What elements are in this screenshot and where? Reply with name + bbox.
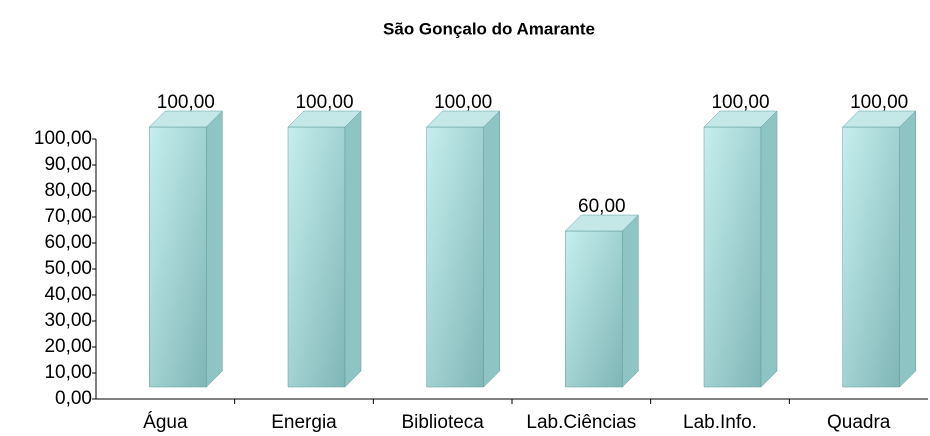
x-tick-label: Água	[143, 412, 188, 433]
data-label: 100,00	[157, 92, 215, 113]
data-label: 60,00	[578, 196, 626, 217]
bar-side	[483, 110, 500, 388]
y-tick-label: 10,00	[44, 362, 92, 383]
data-label: 100,00	[711, 92, 769, 113]
bar-front	[149, 126, 207, 388]
bar-side	[622, 214, 639, 388]
y-tick-label: 0,00	[55, 388, 92, 409]
y-tick-label: 60,00	[44, 232, 92, 253]
bar	[287, 110, 362, 388]
data-label: 100,00	[850, 92, 908, 113]
bar	[842, 110, 917, 388]
bar-top	[564, 214, 639, 232]
bar-top	[842, 110, 917, 128]
x-tick-label: Biblioteca	[401, 412, 484, 433]
bar-top	[287, 110, 362, 128]
y-tick-label: 80,00	[44, 180, 92, 201]
bar-side	[760, 110, 778, 388]
bar-front	[703, 126, 762, 388]
y-tick-label: 50,00	[44, 258, 92, 279]
data-label: 100,00	[295, 92, 353, 113]
bar-side	[206, 110, 223, 388]
bar	[564, 214, 639, 388]
bar-top	[703, 110, 778, 128]
bar	[426, 110, 501, 388]
chart-title: São Gonçalo do Amarante	[383, 19, 595, 38]
y-tick-label: 90,00	[44, 154, 92, 175]
bar-front	[842, 126, 900, 388]
bar-top	[148, 110, 223, 128]
bar-side	[344, 110, 362, 388]
bar-top	[426, 110, 501, 128]
bar-front	[565, 230, 623, 388]
y-tick-label: 100,00	[34, 128, 92, 149]
bar-front	[426, 126, 484, 388]
x-tick-label: Energia	[271, 412, 337, 433]
y-tick-label: 40,00	[44, 284, 92, 305]
x-tick-label: Lab.Ciências	[526, 412, 636, 433]
bar-side	[899, 110, 916, 388]
x-tick-label: Lab.Info.	[683, 412, 757, 433]
y-tick-label: 70,00	[44, 206, 92, 227]
bar	[703, 110, 778, 388]
x-tick-label: Quadra	[827, 412, 891, 433]
data-label: 100,00	[434, 92, 492, 113]
y-tick-label: 20,00	[44, 336, 92, 357]
y-tick-label: 30,00	[44, 310, 92, 331]
bar	[148, 110, 223, 388]
bar-front	[287, 126, 346, 388]
